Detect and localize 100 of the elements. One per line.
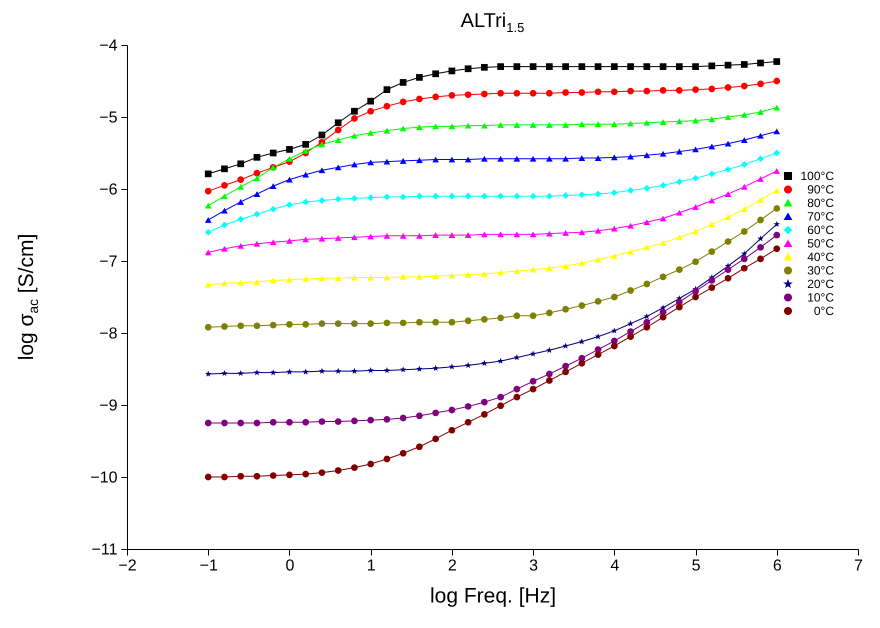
point	[562, 263, 569, 269]
point	[514, 394, 520, 400]
point	[351, 274, 358, 280]
point	[367, 130, 374, 136]
point	[286, 201, 293, 208]
x-tick-label: 7	[854, 558, 864, 574]
point	[757, 255, 764, 262]
point	[204, 249, 212, 256]
point	[514, 90, 520, 97]
point	[351, 162, 358, 168]
point	[334, 368, 342, 374]
point	[497, 192, 504, 200]
point	[400, 79, 407, 86]
point	[610, 189, 618, 196]
point	[708, 116, 716, 122]
point	[254, 369, 260, 376]
point	[464, 418, 472, 426]
point	[204, 202, 212, 208]
point	[546, 346, 553, 353]
point	[237, 176, 244, 183]
point	[627, 187, 634, 194]
point	[318, 368, 326, 374]
point	[238, 370, 244, 376]
point	[578, 121, 586, 128]
point	[578, 302, 586, 309]
point	[724, 140, 732, 147]
point	[773, 168, 780, 174]
point	[416, 412, 423, 420]
point	[692, 294, 699, 300]
point	[351, 108, 358, 115]
point	[351, 195, 358, 202]
point	[270, 418, 277, 426]
point	[464, 65, 472, 72]
point	[627, 287, 634, 294]
point	[546, 230, 553, 237]
point	[497, 270, 504, 276]
point	[384, 416, 390, 423]
point	[286, 471, 293, 478]
point	[773, 205, 780, 212]
point	[724, 114, 732, 120]
point	[254, 278, 260, 285]
point	[302, 172, 310, 178]
point	[757, 244, 764, 251]
point	[660, 87, 666, 94]
y-tick-label: −4	[99, 38, 118, 54]
x-tick-label: 4	[610, 558, 620, 574]
point	[400, 126, 407, 132]
point	[708, 144, 716, 150]
point	[627, 320, 634, 326]
point	[757, 132, 764, 139]
point	[334, 235, 342, 241]
point	[254, 322, 260, 330]
point	[367, 274, 374, 280]
point	[432, 156, 439, 162]
point	[660, 150, 666, 157]
point	[594, 88, 602, 96]
point	[270, 369, 276, 376]
point	[237, 242, 244, 249]
point	[481, 316, 488, 323]
point	[286, 368, 293, 375]
point	[416, 74, 423, 81]
point	[643, 88, 650, 94]
legend-label: 50°C	[807, 236, 834, 250]
point	[643, 120, 650, 126]
point	[448, 426, 456, 434]
point	[270, 239, 277, 246]
point	[692, 86, 699, 93]
point	[514, 192, 520, 200]
point	[546, 192, 553, 200]
point	[384, 86, 390, 93]
point	[351, 115, 358, 122]
point	[481, 271, 488, 277]
point	[254, 210, 260, 218]
point	[546, 265, 553, 272]
point	[773, 58, 780, 65]
point	[318, 197, 326, 204]
legend-label: 60°C	[807, 223, 834, 237]
point	[448, 318, 456, 326]
legend-label: 90°C	[807, 182, 834, 196]
x-tick-label: −1	[200, 558, 218, 574]
point	[757, 196, 764, 203]
point	[221, 370, 228, 376]
point	[530, 192, 536, 200]
point	[643, 324, 650, 331]
point	[676, 63, 683, 70]
point	[204, 228, 212, 236]
legend-label: 80°C	[807, 196, 834, 210]
point	[676, 178, 683, 186]
point	[594, 63, 602, 70]
point	[270, 206, 277, 213]
point	[351, 132, 358, 139]
y-tick-label: −8	[99, 326, 118, 342]
point	[367, 194, 374, 201]
point	[610, 63, 618, 70]
point	[334, 320, 342, 327]
point	[514, 63, 520, 70]
point	[318, 469, 326, 476]
point	[773, 78, 780, 84]
point	[708, 62, 716, 70]
point	[497, 63, 504, 70]
